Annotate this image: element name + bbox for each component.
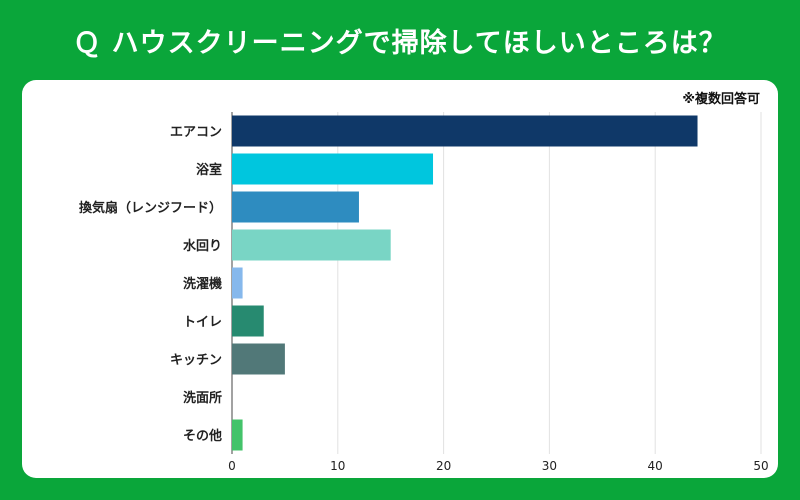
category-label: 水回り bbox=[183, 238, 222, 254]
x-tick-label: 50 bbox=[753, 459, 768, 473]
chart-card: ※複数回答可 エアコン浴室換気扇（レンジフード） 水回り洗濯機トイレキッチン洗面所… bbox=[22, 80, 778, 478]
x-tick-label: 0 bbox=[228, 459, 236, 473]
x-tick-label: 40 bbox=[648, 459, 663, 473]
category-label: 換気扇（レンジフード） bbox=[79, 200, 222, 216]
bar bbox=[232, 153, 434, 185]
category-label: トイレ bbox=[183, 315, 222, 330]
category-label: 洗濯機 bbox=[183, 276, 222, 292]
bar bbox=[232, 229, 391, 261]
x-tick-label: 30 bbox=[542, 459, 557, 473]
page-title: Ｑ ハウスクリーニングで掃除してほしいところは？ bbox=[73, 27, 727, 59]
x-tick-label: 10 bbox=[330, 459, 345, 473]
bar bbox=[232, 343, 285, 375]
multiple-answer-note: ※複数回答可 bbox=[682, 92, 760, 107]
category-label: キッチン bbox=[170, 353, 222, 368]
category-label: エアコン bbox=[170, 125, 222, 140]
category-label: 浴室 bbox=[196, 162, 222, 178]
bar bbox=[232, 191, 359, 223]
bar bbox=[232, 305, 264, 337]
bar bbox=[232, 419, 243, 451]
bar bbox=[232, 115, 698, 147]
x-tick-label: 20 bbox=[436, 459, 451, 473]
category-label: その他 bbox=[183, 428, 222, 444]
bar bbox=[232, 267, 243, 299]
category-label: 洗面所 bbox=[183, 390, 222, 406]
